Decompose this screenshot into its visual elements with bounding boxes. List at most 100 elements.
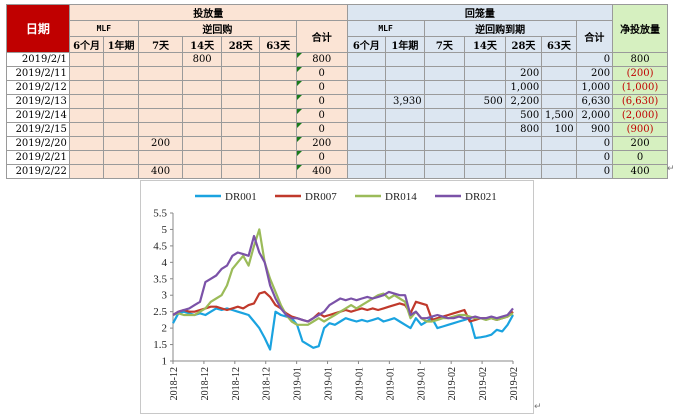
withdrawal-cell — [385, 136, 425, 151]
placement-total-cell: 800 — [295, 52, 348, 67]
date-cell: 2019/2/15 — [6, 122, 70, 137]
withdrawal-total-cell: 0 — [575, 164, 614, 179]
withdrawal-cell: 1,500 — [541, 108, 577, 123]
withdrawal-cell — [541, 66, 577, 81]
placement-cell — [103, 94, 139, 109]
chart-canvas: 1 1.5 2 2.5 3 3.5 4 4.5 5 5.5 2018-12 2018-12 2018-1… — [153, 191, 520, 400]
placement-total-cell: 0 — [295, 94, 348, 109]
table-row: 2019/2/11 0 200 200 (200) — [6, 66, 668, 81]
withdrawal-cell: 1,000 — [504, 80, 543, 95]
withdrawal-cell — [541, 52, 577, 67]
withdrawal-cell: 500 — [464, 94, 506, 109]
table-row: 2019/2/12 0 1,000 1,000 (1,000) — [6, 80, 668, 95]
placement-cell — [220, 164, 261, 179]
withdrawal-col-header: 7天 — [423, 36, 466, 53]
placement-cell — [259, 52, 297, 67]
placement-cell — [220, 94, 261, 109]
placement-cell — [68, 80, 105, 95]
y-tick-label: 5 — [162, 224, 168, 236]
legend-label-dr014: DR014 — [385, 191, 417, 203]
withdrawal-cell — [346, 150, 387, 165]
withdrawal-cell — [464, 136, 506, 151]
placement-cell — [182, 164, 222, 179]
x-tick-label: 2019-01 — [416, 367, 427, 400]
placement-cell — [182, 150, 222, 165]
placement-cell — [103, 66, 139, 81]
x-tick-label: 2019-01 — [385, 367, 396, 400]
interbank-rate-chart: 1 1.5 2 2.5 3 3.5 4 4.5 5 5.5 2018-12 2018-12 2018-1… — [140, 180, 534, 414]
withdrawal-cell — [541, 150, 577, 165]
legend-label-dr021: DR021 — [465, 191, 497, 203]
net-cell: (6,630) — [612, 94, 668, 109]
placement-total-cell: 400 — [295, 164, 348, 179]
placement-cell — [220, 136, 261, 151]
x-tick-label: 2019-01 — [324, 367, 335, 400]
placement-cell — [220, 80, 261, 95]
withdrawal-cell — [423, 52, 466, 67]
placement-cell — [68, 136, 105, 151]
placement-cell — [259, 150, 297, 165]
placement-cell: 200 — [137, 136, 184, 151]
withdrawal-cell — [464, 80, 506, 95]
withdrawal-cell — [464, 122, 506, 137]
x-tick-label: 2018-12 — [200, 367, 211, 400]
legend-label-dr001: DR001 — [225, 191, 257, 203]
placement-cell — [137, 108, 184, 123]
withdrawal-total-cell: 0 — [575, 52, 614, 67]
placement-cell — [182, 80, 222, 95]
date-cell: 2019/2/22 — [6, 164, 70, 179]
withdrawal-col-header: 28天 — [504, 36, 543, 53]
withdrawal-cell — [385, 66, 425, 81]
withdrawal-header: 回笼量 — [346, 4, 614, 21]
withdrawal-cell — [541, 136, 577, 151]
x-tick-label: 2019-01 — [354, 367, 365, 400]
series-line-dr021 — [172, 234, 514, 323]
placement-cell: 800 — [182, 52, 222, 67]
y-tick-label: 1.5 — [153, 339, 167, 351]
x-tick-label: 2018-12 — [262, 367, 273, 400]
withdrawal-reverse-repo-header: 逆回购到期 — [423, 20, 577, 37]
net-header: 净投放量 — [612, 4, 668, 53]
placement-col-header: 14天 — [182, 36, 222, 53]
withdrawal-cell — [385, 150, 425, 165]
x-tick-label: 2018-12 — [231, 367, 242, 400]
date-cell: 2019/2/20 — [6, 136, 70, 151]
date-header: 日期 — [6, 4, 70, 53]
y-tick-label: 1 — [162, 356, 168, 368]
y-tick-label: 2.5 — [153, 306, 167, 318]
date-cell: 2019/2/11 — [6, 66, 70, 81]
placement-cell — [220, 66, 261, 81]
x-tick-label: 2019-02 — [509, 367, 520, 400]
placement-cell — [103, 108, 139, 123]
withdrawal-cell — [464, 66, 506, 81]
withdrawal-cell: 500 — [504, 108, 543, 123]
placement-cell — [68, 52, 105, 67]
withdrawal-cell — [385, 80, 425, 95]
placement-cell — [137, 122, 184, 137]
placement-total-cell: 0 — [295, 66, 348, 81]
net-cell: 400 — [612, 164, 668, 179]
placement-cell — [137, 52, 184, 67]
net-cell: 800 — [612, 52, 668, 67]
x-tick-label: 2019-02 — [478, 367, 489, 400]
liquidity-table: 日期 投放量 回笼量 净投放量 MLF 逆回购 合计 MLF 逆回购到期 合计 … — [6, 4, 668, 179]
placement-total-cell: 0 — [295, 150, 348, 165]
withdrawal-cell — [346, 80, 387, 95]
placement-reverse-repo-header: 逆回购 — [137, 20, 297, 37]
net-cell: 200 — [612, 136, 668, 151]
legend-label-dr007: DR007 — [305, 191, 337, 203]
table-row: 2019/2/15 0 800 100 900 (900) — [6, 122, 668, 137]
date-cell: 2019/2/14 — [6, 108, 70, 123]
placement-cell — [182, 122, 222, 137]
date-cell: 2019/2/12 — [6, 80, 70, 95]
net-cell: 0 — [612, 150, 668, 165]
placement-col-header: 1年期 — [103, 36, 139, 53]
table-row: 2019/2/1 800 800 0 800 — [6, 52, 668, 67]
withdrawal-col-header: 14天 — [464, 36, 506, 53]
withdrawal-total-cell: 900 — [575, 122, 614, 137]
placement-cell — [182, 66, 222, 81]
withdrawal-cell: 800 — [504, 122, 543, 137]
table-row: 2019/2/20 200 200 0 200 — [6, 136, 668, 151]
x-tick-label: 2019-02 — [447, 367, 458, 400]
placement-cell — [259, 122, 297, 137]
